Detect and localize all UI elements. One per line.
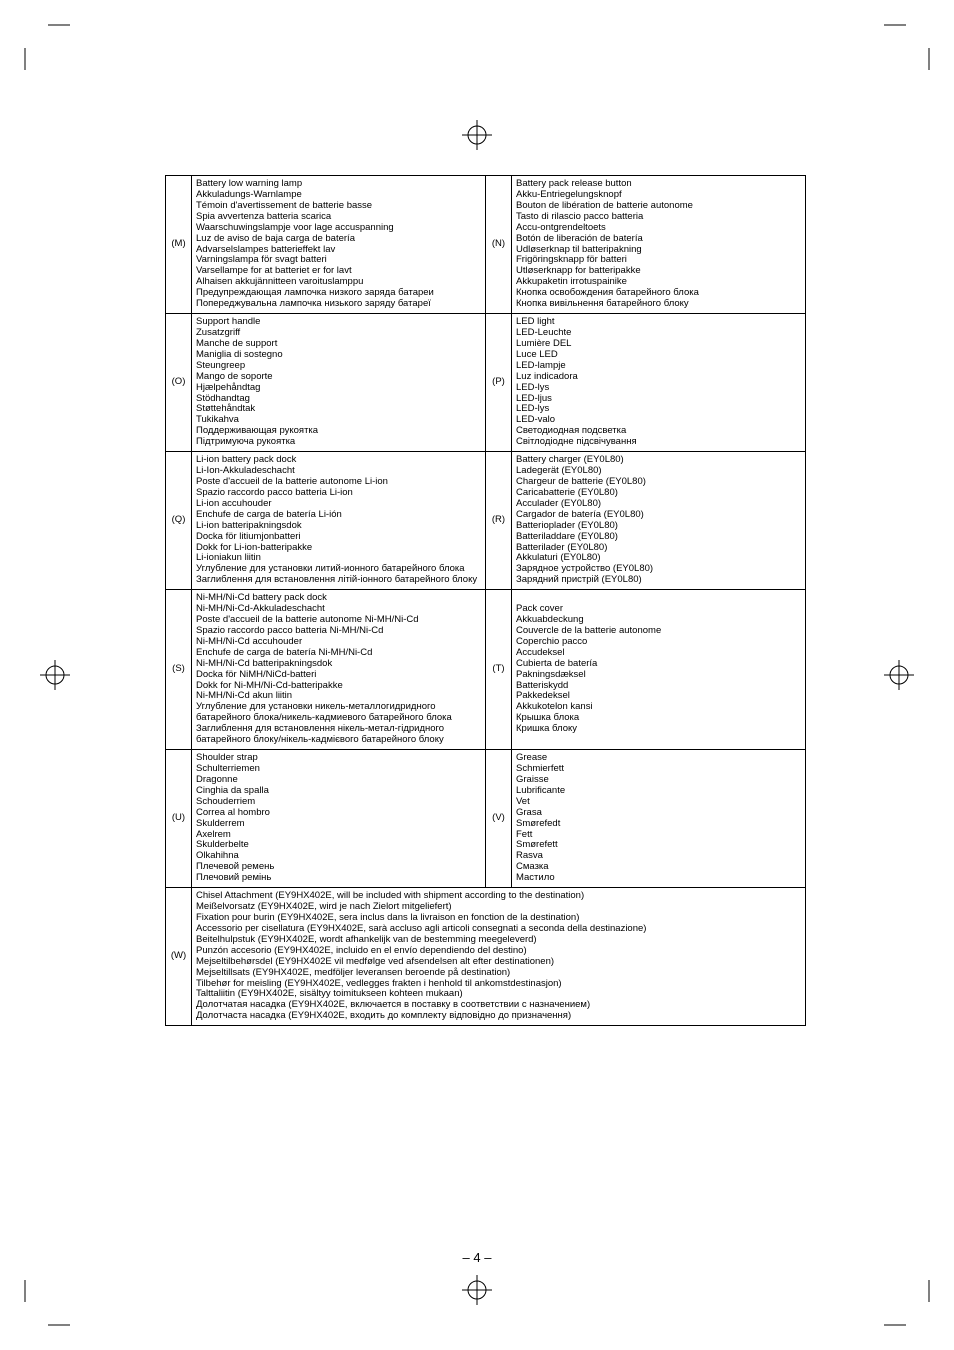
desc-line: Luz de aviso de baja carga de batería [196, 234, 481, 245]
desc-line: Hjælpehåndtag [196, 383, 481, 394]
desc-line: Долотчаста насадка (EY9HX402E, входить д… [196, 1011, 801, 1022]
part-id-cell: (M) [166, 176, 192, 314]
part-desc-cell: Battery charger (EY0L80)Ladegerät (EY0L8… [512, 452, 806, 590]
part-id-cell: (W) [166, 888, 192, 1026]
desc-line: LED-lys [516, 404, 801, 415]
desc-line: Pakningsdæksel [516, 670, 801, 681]
desc-line: Кнопка вивільнення батарейного блоку [516, 299, 801, 310]
desc-line: LED-ljus [516, 394, 801, 405]
desc-line: Кришка блоку [516, 724, 801, 735]
part-desc-cell: Shoulder strapSchulterriemenDragonneCing… [192, 750, 486, 888]
page: (M)Battery low warning lampAkkuladungs-W… [0, 0, 954, 1350]
desc-line: Lubrificante [516, 786, 801, 797]
desc-line: Смазка [516, 862, 801, 873]
part-id-cell: (N) [486, 176, 512, 314]
part-id-cell: (O) [166, 314, 192, 452]
desc-line: Fett [516, 830, 801, 841]
desc-line: Accu-ontgrendeltoets [516, 223, 801, 234]
desc-line: Mejseltilbehørsdel (EY9HX402E vil medføl… [196, 957, 801, 968]
desc-line: Docka för NiMH/NiCd-batteri [196, 670, 481, 681]
page-number: – 4 – [463, 1250, 492, 1265]
desc-line: Correa al hombro [196, 808, 481, 819]
registration-mark-top-icon [462, 120, 492, 150]
desc-line: Lumière DEL [516, 339, 801, 350]
desc-line: Schulterriemen [196, 764, 481, 775]
desc-line: LED-lys [516, 383, 801, 394]
desc-line: Ni-MH/Ni-Cd batteripakningsdok [196, 659, 481, 670]
table-row: (Q)Li-ion battery pack dockLi-Ion-Akkula… [166, 452, 806, 590]
desc-line: Cubierta de batería [516, 659, 801, 670]
crop-mark-top-right [884, 0, 954, 70]
part-id-cell: (S) [166, 590, 192, 750]
content-area: (M)Battery low warning lampAkkuladungs-W… [165, 175, 805, 1026]
table-row: (U)Shoulder strapSchulterriemenDragonneC… [166, 750, 806, 888]
desc-line: Підтримуюча рукоятка [196, 437, 481, 448]
part-desc-cell: Li-ion battery pack dockLi-Ion-Akkulades… [192, 452, 486, 590]
table-row: (M)Battery low warning lampAkkuladungs-W… [166, 176, 806, 314]
desc-line: Світлодіодне підсвічування [516, 437, 801, 448]
desc-line: Batterioplader (EY0L80) [516, 521, 801, 532]
part-id-cell: (P) [486, 314, 512, 452]
part-desc-cell: Support handleZusatzgriffManche de suppo… [192, 314, 486, 452]
part-id-cell: (V) [486, 750, 512, 888]
desc-line: Smørefett [516, 840, 801, 851]
desc-line: Заглиблення для встановлення літій-іонно… [196, 575, 481, 586]
desc-line: Waarschuwingslampje voor lage accuspanni… [196, 223, 481, 234]
desc-line: Luz indicadora [516, 372, 801, 383]
part-desc-cell: Battery pack release buttonAkku-Entriege… [512, 176, 806, 314]
registration-mark-right-icon [884, 660, 914, 690]
desc-line: Vet [516, 797, 801, 808]
part-desc-cell: Ni-MH/Ni-Cd battery pack dockNi-MH/Ni-Cd… [192, 590, 486, 750]
desc-line: Batteriladdare (EY0L80) [516, 532, 801, 543]
desc-line: Docka för litiumjonbatteri [196, 532, 481, 543]
registration-mark-bottom-icon [462, 1275, 492, 1305]
desc-line: Плечовий ремінь [196, 873, 481, 884]
desc-line: Smørefedt [516, 819, 801, 830]
desc-line: Мастило [516, 873, 801, 884]
table-row: (S)Ni-MH/Ni-Cd battery pack dockNi-MH/Ni… [166, 590, 806, 750]
desc-line: Botón de liberación de batería [516, 234, 801, 245]
desc-line: Зарядний пристрій (EY0L80) [516, 575, 801, 586]
part-desc-cell: Pack coverAkkuabdeckungCouvercle de la b… [512, 590, 806, 750]
desc-line: Li-ion batteripakningsdok [196, 521, 481, 532]
part-desc-cell: LED lightLED-LeuchteLumière DELLuce LEDL… [512, 314, 806, 452]
crop-mark-bottom-left [0, 1280, 70, 1350]
desc-line: Попереджувальна лампочка низького заряду… [196, 299, 481, 310]
crop-mark-top-left [0, 0, 70, 70]
desc-line: Mejseltillsats (EY9HX402E, medföljer lev… [196, 968, 801, 979]
part-id-cell: (T) [486, 590, 512, 750]
registration-mark-left-icon [40, 660, 70, 690]
desc-line: Skulderrem [196, 819, 481, 830]
table-row: (O)Support handleZusatzgriffManche de su… [166, 314, 806, 452]
part-id-cell: (R) [486, 452, 512, 590]
desc-line: Углубление для установки никель-металлог… [196, 702, 481, 724]
desc-line: Mango de soporte [196, 372, 481, 383]
part-id-cell: (Q) [166, 452, 192, 590]
part-desc-cell: Chisel Attachment (EY9HX402E, will be in… [192, 888, 806, 1026]
table-row: (W)Chisel Attachment (EY9HX402E, will be… [166, 888, 806, 1026]
desc-line: Grasa [516, 808, 801, 819]
desc-line: Заглиблення для встановлення нікель-мета… [196, 724, 481, 746]
desc-line: Schmierfett [516, 764, 801, 775]
desc-line: Rasva [516, 851, 801, 862]
part-desc-cell: Battery low warning lampAkkuladungs-Warn… [192, 176, 486, 314]
part-id-cell: (U) [166, 750, 192, 888]
crop-mark-bottom-right [884, 1280, 954, 1350]
part-desc-cell: GreaseSchmierfettGraisseLubrificanteVetG… [512, 750, 806, 888]
parts-table: (M)Battery low warning lampAkkuladungs-W… [165, 175, 806, 1026]
